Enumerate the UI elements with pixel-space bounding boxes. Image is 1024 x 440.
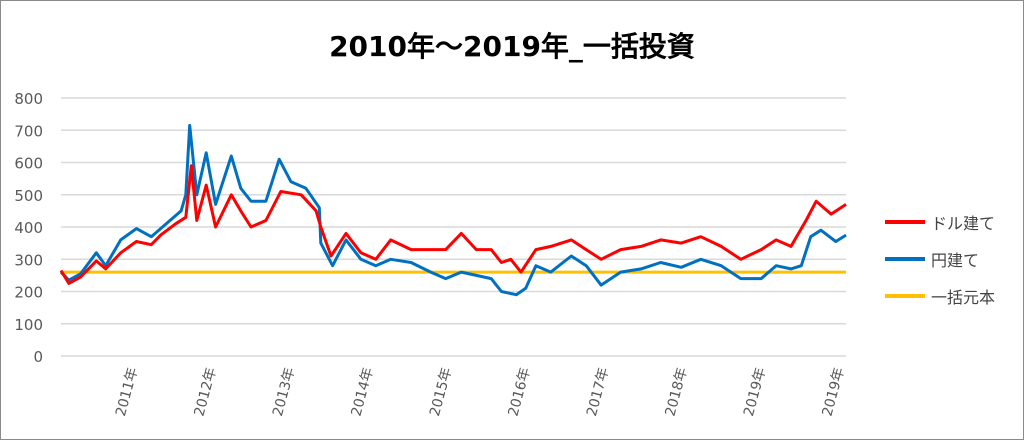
legend-label: ドル建て	[931, 214, 996, 233]
y-tick-label: 300	[14, 251, 43, 269]
series-line-0	[59, 164, 847, 285]
series-line-1	[59, 123, 847, 297]
x-tick-label: 2017年	[584, 366, 612, 418]
x-tick-label: 2014年	[349, 366, 377, 418]
y-tick-label: 500	[14, 187, 43, 205]
legend-swatch	[885, 220, 925, 224]
x-tick-label: 2013年	[270, 366, 298, 418]
x-tick-label: 2011年	[113, 366, 141, 418]
y-tick-label: 800	[14, 90, 43, 108]
legend-swatch	[885, 257, 925, 261]
y-tick-label: 200	[14, 284, 43, 302]
legend-item-dollar: ドル建て	[885, 210, 995, 234]
legend-item-principal: 一括元本	[885, 284, 995, 308]
legend-swatch	[885, 294, 925, 298]
x-tick-label: 2016年	[506, 366, 534, 418]
y-tick-label: 600	[14, 155, 43, 173]
x-tick-label: 2018年	[663, 366, 691, 418]
y-tick-label: 100	[14, 316, 43, 334]
x-tick-label: 2019年	[741, 366, 769, 418]
legend-item-yen: 円建て	[885, 247, 979, 271]
y-tick-label: 700	[14, 122, 43, 140]
x-tick-label: 2015年	[427, 366, 455, 418]
chart-title: 2010年～2019年_一括投資	[329, 30, 695, 63]
y-tick-label: 400	[14, 219, 43, 237]
y-tick-label: 0	[33, 348, 43, 366]
x-tick-label: 2012年	[192, 366, 220, 418]
x-tick-label: 2019年	[820, 366, 848, 418]
legend-label: 円建て	[931, 251, 980, 270]
legend-label: 一括元本	[931, 288, 996, 307]
